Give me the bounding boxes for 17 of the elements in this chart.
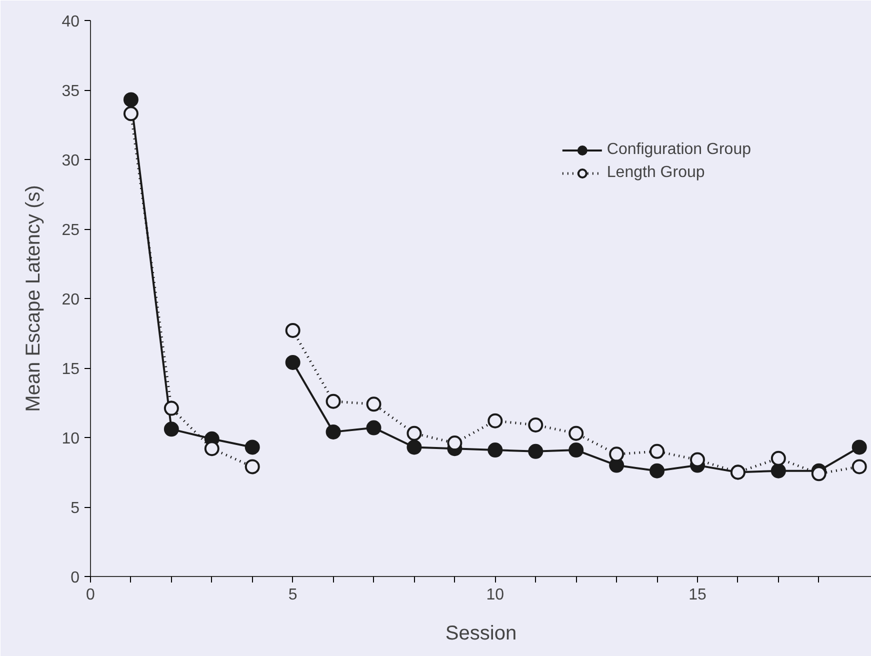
- y-axis-title: Mean Escape Latency (s): [22, 185, 45, 412]
- y-tick-label: 25: [62, 222, 80, 239]
- x-axis-title: Session: [445, 622, 517, 644]
- y-tick-label: 30: [62, 152, 80, 170]
- x-tick-label: 15: [688, 586, 706, 604]
- y-tick-label: 15: [62, 361, 80, 378]
- y-tick-label: 20: [62, 292, 80, 308]
- x-tick-label: 10: [486, 586, 504, 604]
- legend-label: Length Group: [606, 164, 705, 182]
- x-tick-label: 5: [288, 586, 298, 604]
- y-tick-label: 0: [70, 570, 80, 586]
- y-tick-label: 35: [62, 83, 80, 100]
- y-tick-label: 40: [62, 14, 80, 30]
- y-tick-label: 5: [70, 500, 80, 517]
- y-tick-label: 10: [62, 430, 80, 448]
- legend-label: Configuration Group: [606, 141, 751, 159]
- x-tick-label: 0: [86, 586, 96, 604]
